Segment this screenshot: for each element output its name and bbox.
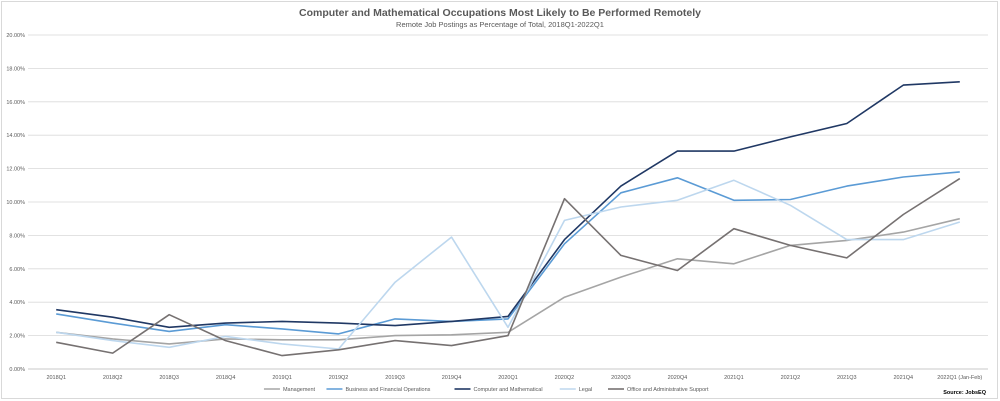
- x-tick-label: 2020Q4: [668, 375, 688, 381]
- legend-label-legal: Legal: [579, 387, 592, 393]
- chart-subtitle: Remote Job Postings as Percentage of Tot…: [396, 20, 604, 29]
- y-tick-label: 0.00%: [9, 367, 25, 373]
- x-tick-label: 2018Q4: [216, 375, 236, 381]
- legend-label-office-and-administrative-support: Office and Administrative Support: [627, 387, 709, 393]
- chart-title: Computer and Mathematical Occupations Mo…: [299, 7, 701, 19]
- x-tick-label: 2020Q2: [555, 375, 575, 381]
- y-tick-label: 12.00%: [6, 167, 25, 173]
- y-tick-label: 4.00%: [9, 300, 25, 306]
- y-tick-label: 20.00%: [6, 33, 25, 39]
- x-axis: 2018Q1 2018Q2 2018Q3 2018Q4 2019Q1 2019Q2 2019…: [28, 368, 988, 381]
- y-tick-label: 14.00%: [6, 133, 25, 139]
- x-tick-label: 2021Q1: [724, 375, 744, 381]
- x-tick-label: 2021Q4: [894, 375, 914, 381]
- y-tick-label: 10.00%: [6, 200, 25, 206]
- x-tick-label: 2019Q3: [385, 375, 405, 381]
- source-note: Source: JobsEQ: [943, 390, 986, 396]
- legend-label-management: Management: [283, 387, 316, 393]
- series-lines: [56, 81, 961, 357]
- y-tick-label: 6.00%: [9, 267, 25, 273]
- x-tick-label: 2019Q1: [272, 375, 292, 381]
- gridlines: [28, 34, 988, 370]
- y-axis: 0.00% 2.00% 4.00% 6.00% 8.00% 10.00% 12.00% 14.…: [6, 33, 25, 373]
- y-tick-label: 16.00%: [6, 100, 25, 106]
- x-tick-label: 2021Q2: [781, 375, 801, 381]
- y-tick-label: 18.00%: [6, 66, 25, 72]
- series-line-business-and-financial-operations: [56, 171, 960, 335]
- x-tick-label: 2019Q2: [329, 375, 349, 381]
- legend: Management Business and Financial Operati…: [263, 387, 709, 393]
- x-tick-label: 2021Q3: [837, 375, 857, 381]
- legend-label-computer-and-mathematical: Computer and Mathematical: [474, 387, 543, 393]
- y-tick-label: 8.00%: [9, 233, 25, 239]
- series-line-office-and-administrative-support: [56, 177, 961, 357]
- x-tick-label: 2020Q1: [498, 375, 518, 381]
- x-tick-label: 2020Q3: [611, 375, 631, 381]
- y-tick-label: 2.00%: [9, 334, 25, 340]
- series-line-legal: [56, 179, 961, 350]
- x-tick-label: 2018Q1: [46, 375, 66, 381]
- x-tick-label: 2018Q3: [159, 375, 179, 381]
- x-tick-label: 2018Q2: [103, 375, 123, 381]
- x-tick-label: 2022Q1 (Jan-Feb): [937, 375, 982, 381]
- legend-label-business-and-financial-operations: Business and Financial Operations: [345, 387, 430, 393]
- x-tick-label: 2019Q4: [442, 375, 462, 381]
- series-line-computer-and-mathematical: [56, 81, 960, 329]
